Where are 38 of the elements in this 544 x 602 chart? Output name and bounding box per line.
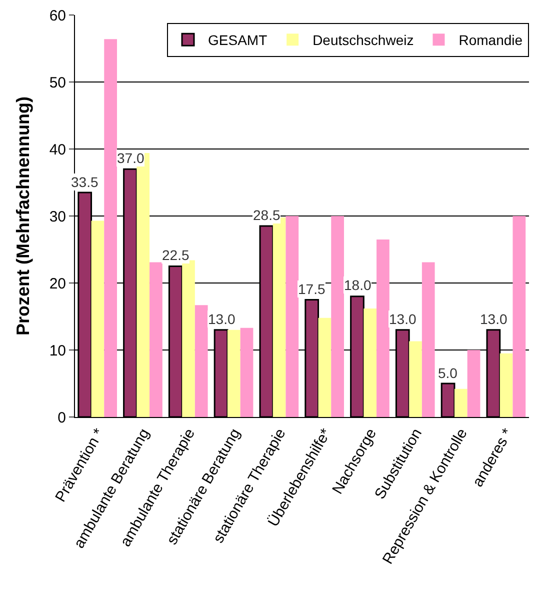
data-label: 13.0: [208, 311, 236, 327]
bar: [500, 353, 513, 417]
bar: [150, 262, 162, 417]
legend-label: GESAMT: [208, 32, 268, 48]
bar: [104, 39, 117, 417]
y-tick-label: 10: [49, 342, 66, 360]
y-tick-label: 30: [49, 208, 66, 226]
data-label: 37.0: [117, 150, 144, 166]
bar: [454, 388, 468, 417]
legend-label: Deutschschweiz: [312, 32, 414, 48]
bar: [331, 216, 344, 417]
bar: [422, 262, 435, 417]
data-label: 5.0: [438, 365, 458, 381]
y-axis-title: Prozent (Mehrfachnennung): [13, 96, 33, 336]
bar: [240, 328, 254, 417]
bar: [376, 239, 390, 417]
bar: [467, 350, 480, 417]
legend-label: Romandie: [458, 32, 523, 48]
data-label: 22.5: [162, 247, 190, 263]
data-label: 13.0: [480, 311, 508, 327]
y-tick-label: 60: [49, 7, 66, 24]
y-tick-label: 0: [58, 409, 66, 426]
bar: [286, 216, 299, 417]
data-label: 33.5: [71, 174, 98, 190]
bar: [364, 308, 377, 417]
data-label: 13.0: [389, 311, 416, 327]
bar: [227, 330, 240, 417]
bar: [194, 305, 208, 417]
bar: [512, 216, 526, 417]
bar: [91, 220, 104, 417]
y-tick-label: 20: [49, 275, 66, 292]
data-label: 17.5: [298, 281, 326, 297]
y-tick-label: 40: [49, 141, 66, 158]
data-label: 18.0: [344, 277, 372, 293]
bar: [409, 341, 422, 417]
y-tick-label: 50: [49, 74, 66, 92]
bar: [318, 318, 332, 417]
data-label: 28.5: [253, 207, 280, 223]
